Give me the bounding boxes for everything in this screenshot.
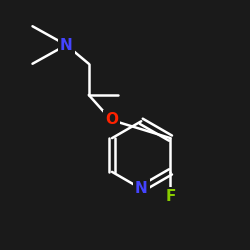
Text: N: N — [135, 181, 147, 196]
Text: N: N — [60, 38, 72, 52]
Text: F: F — [165, 190, 176, 204]
Text: O: O — [105, 112, 118, 128]
